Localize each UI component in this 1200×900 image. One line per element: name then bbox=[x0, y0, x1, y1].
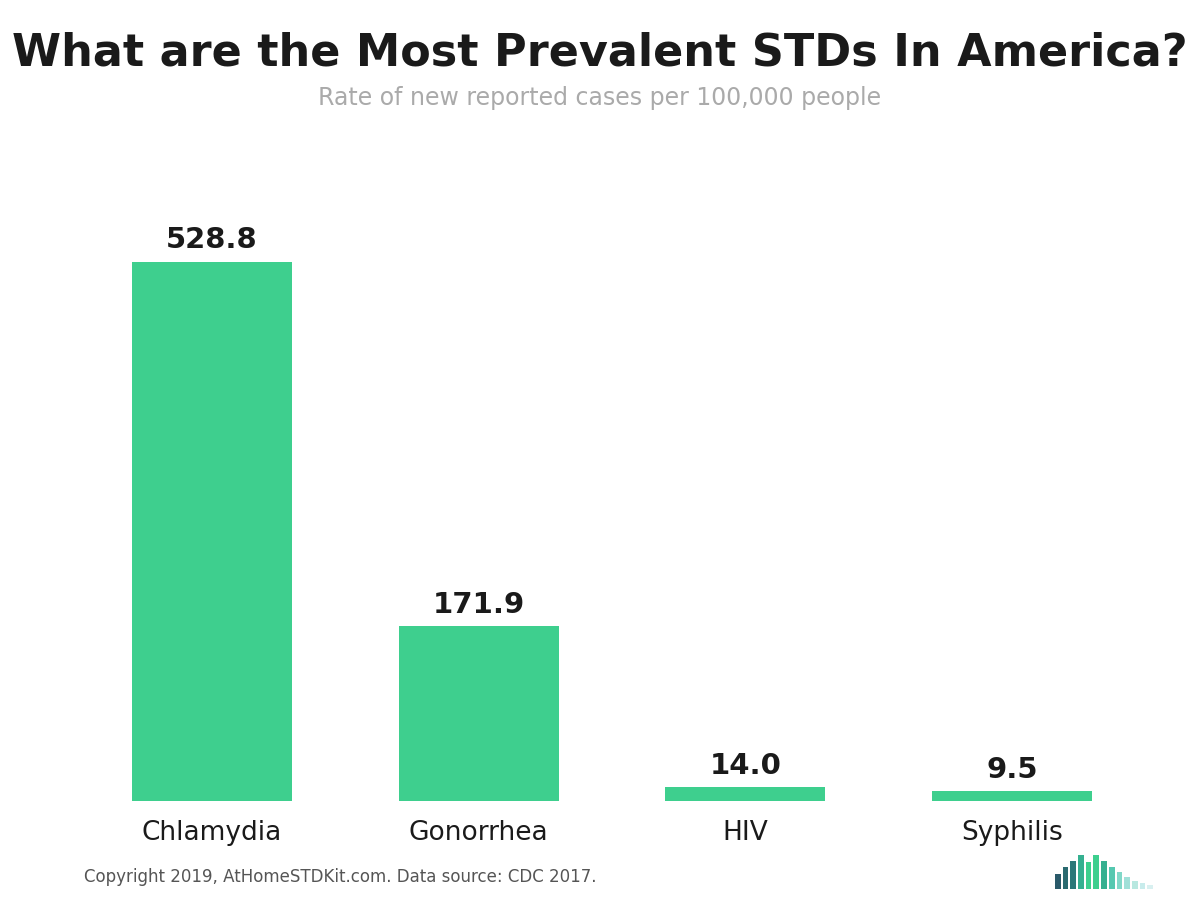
Bar bbox=[1070, 860, 1076, 889]
Bar bbox=[1124, 878, 1130, 889]
Bar bbox=[932, 791, 1092, 801]
Bar bbox=[1132, 881, 1138, 889]
Text: Rate of new reported cases per 100,000 people: Rate of new reported cases per 100,000 p… bbox=[318, 86, 882, 110]
Bar bbox=[1147, 886, 1153, 889]
Bar bbox=[398, 626, 559, 801]
Bar bbox=[1093, 855, 1099, 889]
Bar bbox=[1055, 874, 1061, 889]
Bar bbox=[665, 787, 826, 801]
Bar bbox=[1078, 855, 1084, 889]
Text: Copyright 2019, AtHomeSTDKit.com. Data source: CDC 2017.: Copyright 2019, AtHomeSTDKit.com. Data s… bbox=[84, 868, 596, 886]
Bar bbox=[1109, 868, 1115, 889]
Text: 9.5: 9.5 bbox=[986, 756, 1038, 784]
Text: 171.9: 171.9 bbox=[432, 590, 524, 618]
Text: 14.0: 14.0 bbox=[709, 752, 781, 779]
Bar bbox=[1102, 860, 1106, 889]
Bar bbox=[1140, 883, 1145, 889]
Bar bbox=[1063, 868, 1068, 889]
Text: 528.8: 528.8 bbox=[166, 227, 258, 255]
Text: What are the Most Prevalent STDs In America?: What are the Most Prevalent STDs In Amer… bbox=[12, 32, 1188, 75]
Bar bbox=[1086, 862, 1092, 889]
Bar bbox=[132, 262, 292, 801]
Bar bbox=[1116, 872, 1122, 889]
